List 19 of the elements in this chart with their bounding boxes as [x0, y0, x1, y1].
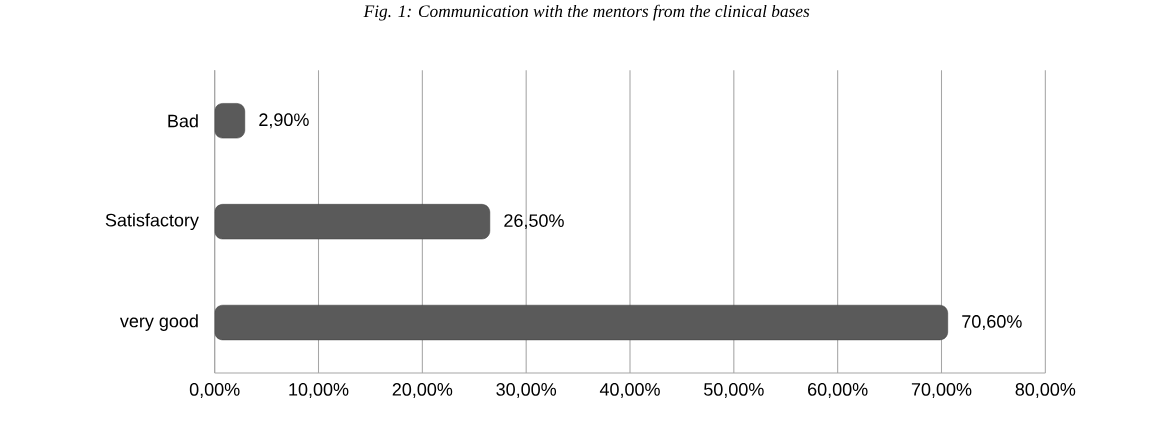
x-tick-label: 60,00%	[808, 383, 868, 398]
bar	[214, 204, 491, 240]
chart-title: Fig. 1: Communication with the mentors from the clinical bases	[363, 4, 810, 21]
data-label: 2,90%	[259, 113, 309, 129]
bar	[214, 103, 246, 139]
y-tick-label: Satisfactory	[105, 213, 199, 231]
x-tick-label: 10,00%	[289, 383, 349, 398]
x-tick-label: 50,00%	[704, 383, 764, 398]
x-tick-label: 70,00%	[911, 383, 972, 398]
y-tick-label: Bad	[168, 114, 198, 128]
x-tick-label: 30,00%	[496, 383, 557, 398]
x-tick-label: 0,00%	[189, 383, 240, 398]
data-label: 26,50%	[504, 214, 564, 230]
bar	[214, 304, 948, 341]
data-label: 70,60%	[962, 315, 1022, 330]
x-tick-label: 20,00%	[392, 383, 453, 398]
y-tick-label: very good	[119, 314, 198, 331]
x-tick-label: 40,00%	[599, 383, 660, 398]
x-tick-label: 80,00%	[1015, 383, 1076, 398]
